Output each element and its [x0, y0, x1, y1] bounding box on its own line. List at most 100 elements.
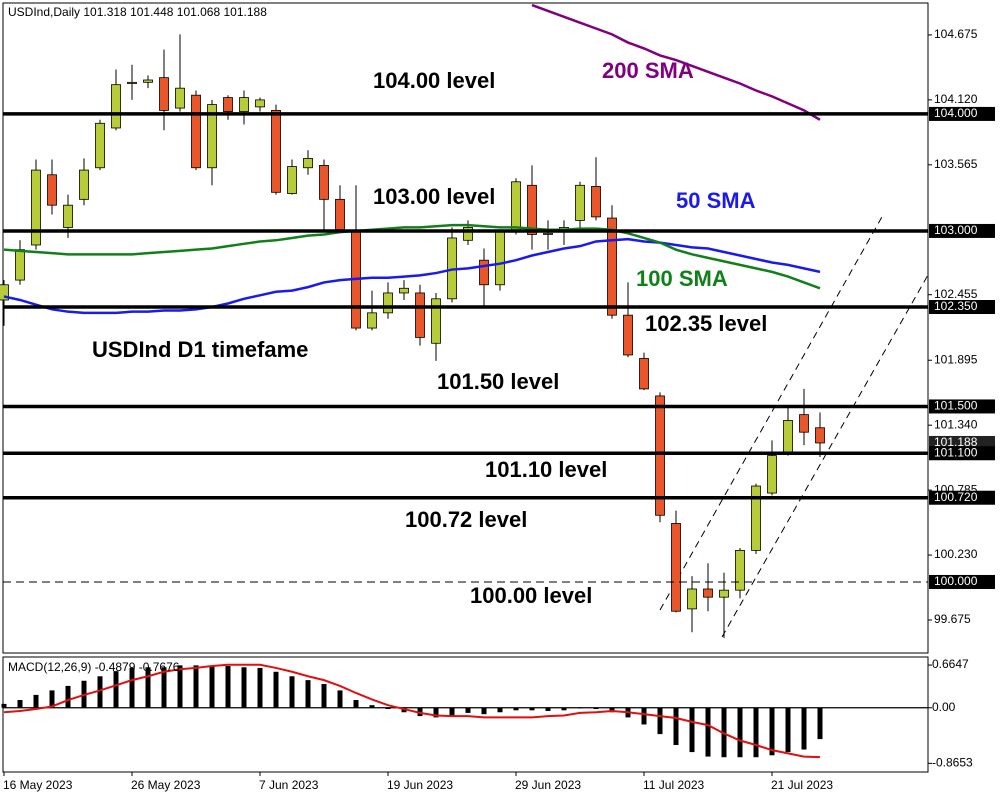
macd-bar: [577, 707, 583, 709]
candle-body: [495, 231, 505, 286]
macd-bar: [49, 690, 55, 708]
level-label: 101.100: [934, 445, 978, 459]
candle-body: [239, 97, 249, 112]
macd-bar: [689, 707, 695, 753]
candle-body: [511, 181, 521, 233]
level-box: [929, 446, 995, 461]
macd-bar: [769, 707, 775, 756]
macd-bar: [433, 707, 439, 718]
macd-bar: [113, 671, 119, 708]
candle-body: [303, 157, 313, 169]
candle-body: [127, 81, 137, 84]
candle-body: [783, 420, 793, 454]
candle-body: [383, 292, 393, 314]
level-box: [929, 574, 995, 589]
candle-body: [367, 312, 377, 329]
signal-line: [3, 663, 821, 759]
candle-body: [255, 99, 265, 108]
chart-title: USDInd,Daily 101.318 101.448 101.068 101…: [8, 5, 267, 19]
macd-bar: [353, 700, 359, 708]
y-tick-label: -0.8653: [932, 756, 973, 770]
level-annotation: 103.00 level: [373, 184, 495, 209]
candle-body: [191, 94, 201, 169]
candle-body: [815, 427, 825, 444]
x-tick-label: 11 Jul 2023: [643, 778, 704, 792]
candle-body: [703, 588, 713, 598]
y-tick-label: 101.340: [934, 417, 978, 431]
y-tick-label: 104.675: [934, 27, 978, 41]
sma-label: 50 SMA: [676, 188, 756, 213]
macd-bar: [193, 665, 199, 708]
level-annotation: 101.50 level: [437, 369, 559, 394]
candle-body: [79, 169, 89, 200]
x-tick-label: 21 Jul 2023: [771, 778, 833, 792]
y-tick-label: 104.120: [934, 92, 978, 106]
macd-bar: [65, 685, 71, 708]
candle-body: [655, 395, 665, 516]
macd-bar: [785, 707, 791, 753]
x-tick-label: 19 Jun 2023: [387, 778, 453, 792]
sma-line: [3, 223, 821, 290]
macd-bar: [337, 690, 343, 708]
plot: 104.675 104.120 103.565 102.455 101.895 101.3…: [0, 3, 995, 792]
x-tick-label: 29 Jun 2023: [515, 778, 581, 792]
macd-bar: [177, 665, 183, 708]
macd-bar: [497, 707, 503, 713]
candle-body: [431, 298, 441, 344]
sma-line: [3, 237, 821, 315]
macd-bar: [161, 667, 167, 708]
candle-body: [671, 523, 681, 612]
candle-body: [463, 227, 473, 241]
macd-bar: [17, 700, 23, 708]
level-annotation: 102.35 level: [645, 311, 767, 336]
level-box: [929, 299, 995, 314]
candle-body: [399, 287, 409, 294]
candle-body: [175, 87, 185, 109]
y-tick-label: 0.00: [932, 700, 956, 714]
macd-bar: [753, 707, 759, 758]
candle-body: [415, 292, 425, 338]
candle-body: [207, 104, 217, 169]
macd-bar: [801, 707, 807, 750]
level-label: 101.500: [934, 399, 978, 413]
macd-bar: [593, 707, 599, 710]
channel-line: [659, 214, 884, 611]
y-tick-label: 99.675: [934, 612, 971, 626]
macd-bar: [273, 671, 279, 708]
candle-body: [623, 314, 633, 356]
candle-body: [575, 184, 585, 221]
macd-bar: [529, 707, 535, 711]
macd-bar: [465, 707, 471, 713]
level-box: [929, 399, 995, 414]
macd-bar: [449, 707, 455, 717]
candle-body: [591, 186, 601, 218]
y-tick-label: 102.455: [934, 287, 978, 301]
y-tick-label: 101.895: [934, 352, 978, 366]
macd-bar: [33, 694, 39, 708]
candle-body: [751, 485, 761, 551]
level-box: [929, 223, 995, 238]
macd-bar: [673, 707, 679, 746]
level-box: [929, 490, 995, 505]
candle-body: [543, 232, 553, 235]
level-annotation: 104.00 level: [373, 68, 495, 93]
macd-bar: [305, 680, 311, 708]
macd-bar: [705, 707, 711, 757]
macd-bar: [385, 707, 391, 710]
candle-body: [335, 198, 345, 231]
x-tick-label: 7 Jun 2023: [259, 778, 319, 792]
level-annotation: 101.10 level: [485, 457, 607, 482]
macd-bar: [289, 676, 295, 708]
candle-body: [287, 166, 297, 194]
y-tick-label: 100.230: [934, 547, 978, 561]
level-label: 100.000: [934, 574, 978, 588]
macd-bar: [209, 665, 215, 708]
candle-body: [479, 259, 489, 286]
candle-body: [719, 589, 729, 598]
x-tick-label: 16 May 2023: [3, 778, 73, 792]
macd-bar: [145, 667, 151, 708]
macd-bar: [737, 707, 743, 758]
candle-body: [95, 122, 105, 169]
